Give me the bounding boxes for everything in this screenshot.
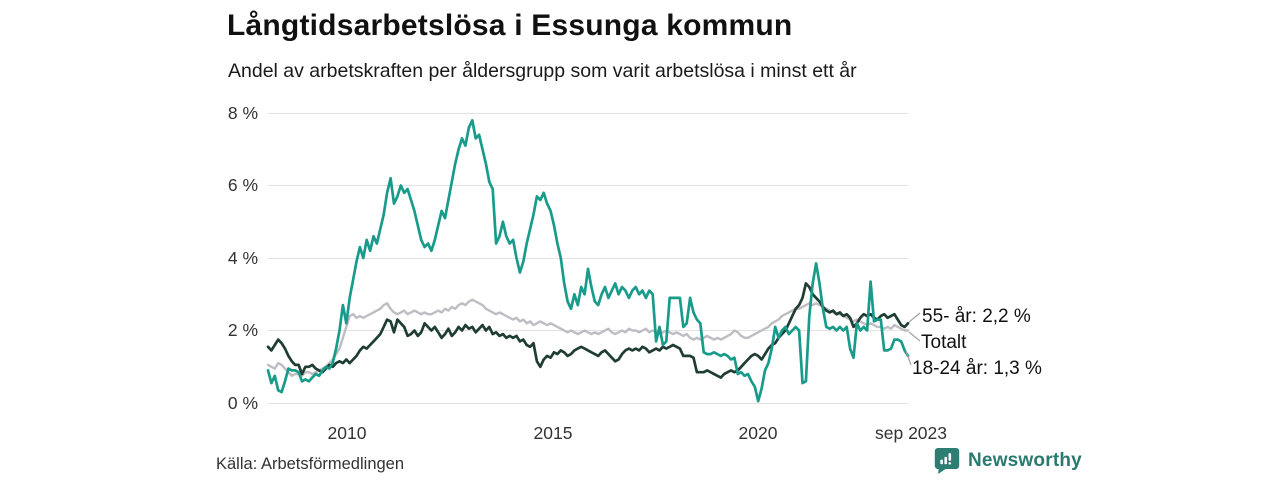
gridline-2pct — [268, 330, 908, 331]
x-tick-2010: 2010 — [327, 423, 367, 443]
leader-line-55-icon — [908, 312, 921, 323]
chart-subtitle: Andel av arbetskraften per åldersgrupp s… — [228, 60, 857, 82]
leader-line-18-24-icon — [905, 350, 912, 366]
series-line-18-24-ar — [266, 118, 910, 403]
series-line-totalt — [266, 298, 910, 377]
y-tick-4: 4 % — [227, 248, 258, 268]
y-tick-6: 6 % — [227, 175, 258, 195]
series-label-totalt: Totalt — [921, 332, 967, 353]
series-label-18-24: 18-24 år: 1,3 % — [912, 358, 1042, 379]
x-tick-2020: 2020 — [738, 423, 778, 443]
newsworthy-wordmark: Newsworthy — [968, 450, 1082, 471]
series-line-55-ar — [266, 282, 910, 379]
series-layer — [266, 118, 910, 403]
newsworthy-branding: Newsworthy — [934, 447, 1082, 475]
y-tick-2: 2 % — [227, 320, 258, 340]
gridline-0pct — [268, 403, 908, 404]
gridline-4pct — [268, 258, 908, 259]
gridline-6pct — [268, 185, 908, 186]
y-tick-8: 8 % — [227, 103, 258, 123]
x-tick-sep-2023: sep 2023 — [874, 423, 948, 443]
source-credit: Källa: Arbetsförmedlingen — [216, 455, 405, 473]
y-tick-0: 0 % — [227, 393, 258, 413]
gridline-8pct — [268, 113, 908, 114]
x-tick-2015: 2015 — [533, 423, 573, 443]
leader-line-totalt-icon — [908, 331, 921, 342]
series-label-55: 55- år: 2,2 % — [922, 306, 1031, 327]
page-title: Långtidsarbetslösa i Essunga kommun — [227, 9, 793, 42]
newsworthy-logo-icon — [934, 448, 960, 474]
